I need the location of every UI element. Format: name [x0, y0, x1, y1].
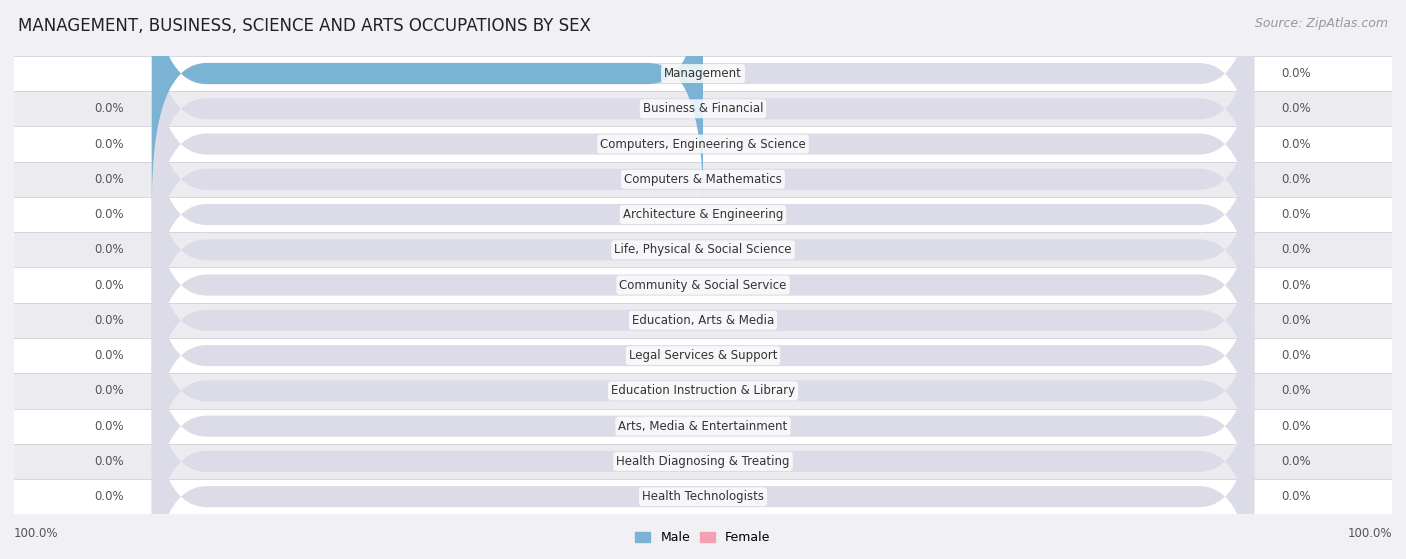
- Text: 0.0%: 0.0%: [1282, 173, 1312, 186]
- Text: 0.0%: 0.0%: [94, 138, 124, 150]
- Text: 0.0%: 0.0%: [94, 490, 124, 503]
- FancyBboxPatch shape: [152, 190, 1254, 451]
- FancyBboxPatch shape: [152, 331, 1254, 559]
- Text: Business & Financial: Business & Financial: [643, 102, 763, 115]
- Text: Arts, Media & Entertainment: Arts, Media & Entertainment: [619, 420, 787, 433]
- FancyBboxPatch shape: [152, 260, 1254, 522]
- Text: 0.0%: 0.0%: [94, 349, 124, 362]
- Text: Computers & Mathematics: Computers & Mathematics: [624, 173, 782, 186]
- Text: 100.0%: 100.0%: [76, 67, 124, 80]
- Text: 0.0%: 0.0%: [94, 173, 124, 186]
- FancyBboxPatch shape: [152, 120, 1254, 380]
- Text: 0.0%: 0.0%: [94, 102, 124, 115]
- FancyBboxPatch shape: [14, 91, 1392, 126]
- FancyBboxPatch shape: [14, 232, 1392, 267]
- FancyBboxPatch shape: [152, 84, 1254, 345]
- Text: Computers, Engineering & Science: Computers, Engineering & Science: [600, 138, 806, 150]
- Text: 0.0%: 0.0%: [1282, 243, 1312, 257]
- FancyBboxPatch shape: [14, 338, 1392, 373]
- Text: 0.0%: 0.0%: [94, 243, 124, 257]
- Text: Architecture & Engineering: Architecture & Engineering: [623, 208, 783, 221]
- Text: Health Technologists: Health Technologists: [643, 490, 763, 503]
- Text: Community & Social Service: Community & Social Service: [619, 278, 787, 292]
- FancyBboxPatch shape: [14, 267, 1392, 303]
- Text: 0.0%: 0.0%: [1282, 455, 1312, 468]
- Legend: Male, Female: Male, Female: [630, 526, 776, 549]
- FancyBboxPatch shape: [14, 56, 1392, 91]
- FancyBboxPatch shape: [152, 225, 1254, 486]
- Text: 0.0%: 0.0%: [94, 208, 124, 221]
- FancyBboxPatch shape: [152, 296, 1254, 557]
- Text: MANAGEMENT, BUSINESS, SCIENCE AND ARTS OCCUPATIONS BY SEX: MANAGEMENT, BUSINESS, SCIENCE AND ARTS O…: [18, 17, 591, 35]
- FancyBboxPatch shape: [14, 197, 1392, 232]
- FancyBboxPatch shape: [14, 373, 1392, 409]
- Text: 0.0%: 0.0%: [94, 385, 124, 397]
- FancyBboxPatch shape: [152, 0, 1254, 204]
- Text: 0.0%: 0.0%: [1282, 420, 1312, 433]
- FancyBboxPatch shape: [14, 126, 1392, 162]
- Text: Source: ZipAtlas.com: Source: ZipAtlas.com: [1254, 17, 1388, 30]
- Text: Health Diagnosing & Treating: Health Diagnosing & Treating: [616, 455, 790, 468]
- Text: 0.0%: 0.0%: [94, 278, 124, 292]
- Text: 0.0%: 0.0%: [1282, 67, 1312, 80]
- FancyBboxPatch shape: [14, 303, 1392, 338]
- FancyBboxPatch shape: [152, 49, 1254, 310]
- Text: Life, Physical & Social Science: Life, Physical & Social Science: [614, 243, 792, 257]
- Text: 0.0%: 0.0%: [1282, 385, 1312, 397]
- FancyBboxPatch shape: [152, 155, 1254, 415]
- FancyBboxPatch shape: [14, 479, 1392, 514]
- Text: Education, Arts & Media: Education, Arts & Media: [631, 314, 775, 327]
- Text: Management: Management: [664, 67, 742, 80]
- Text: 100.0%: 100.0%: [1347, 527, 1392, 539]
- FancyBboxPatch shape: [152, 366, 1254, 559]
- Text: 0.0%: 0.0%: [94, 455, 124, 468]
- Text: Education Instruction & Library: Education Instruction & Library: [612, 385, 794, 397]
- FancyBboxPatch shape: [152, 0, 1254, 239]
- FancyBboxPatch shape: [14, 162, 1392, 197]
- FancyBboxPatch shape: [14, 444, 1392, 479]
- FancyBboxPatch shape: [152, 0, 703, 204]
- Text: 0.0%: 0.0%: [1282, 278, 1312, 292]
- FancyBboxPatch shape: [152, 13, 1254, 274]
- Text: 0.0%: 0.0%: [94, 420, 124, 433]
- FancyBboxPatch shape: [14, 409, 1392, 444]
- Text: 0.0%: 0.0%: [1282, 208, 1312, 221]
- Text: 100.0%: 100.0%: [14, 527, 59, 539]
- Text: 0.0%: 0.0%: [1282, 102, 1312, 115]
- Text: 0.0%: 0.0%: [1282, 138, 1312, 150]
- Text: 0.0%: 0.0%: [94, 314, 124, 327]
- Text: 0.0%: 0.0%: [1282, 490, 1312, 503]
- Text: 0.0%: 0.0%: [1282, 314, 1312, 327]
- Text: 0.0%: 0.0%: [1282, 349, 1312, 362]
- Text: Legal Services & Support: Legal Services & Support: [628, 349, 778, 362]
